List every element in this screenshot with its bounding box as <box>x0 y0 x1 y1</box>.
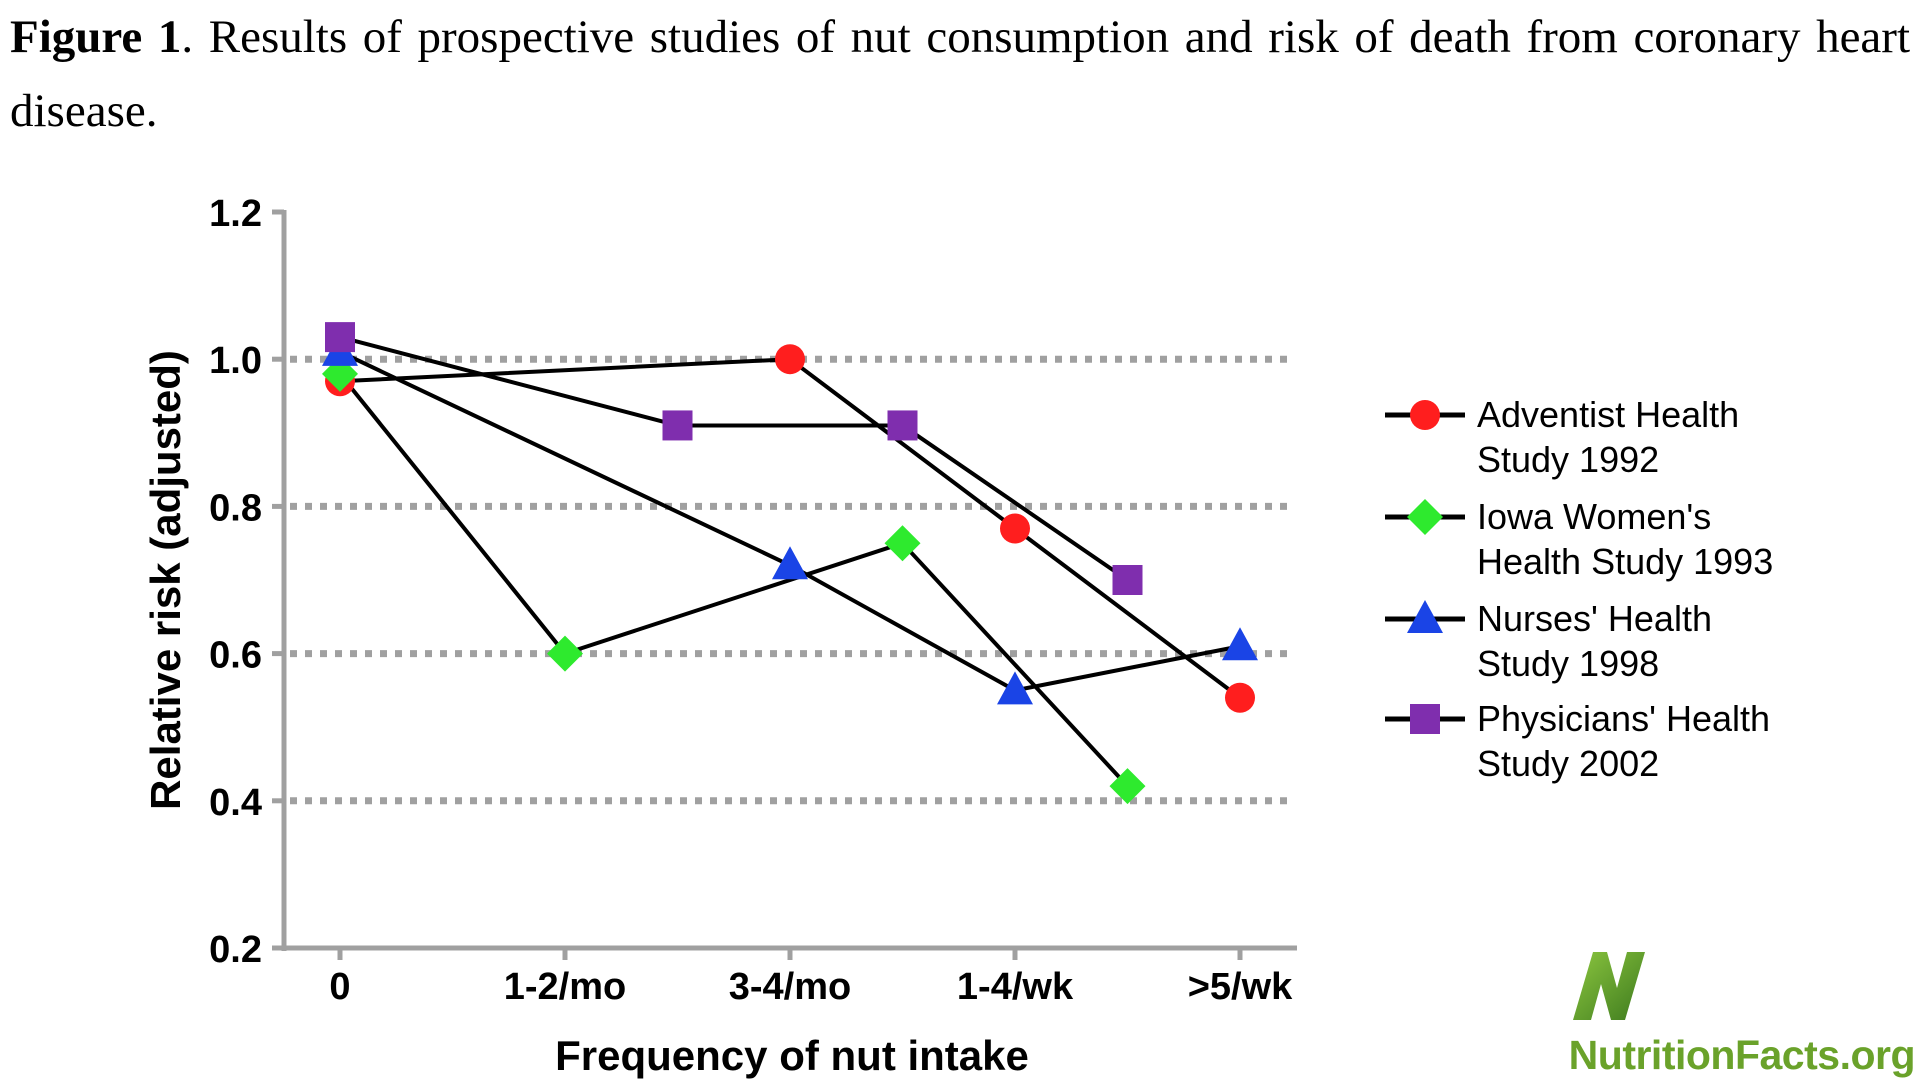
legend-marker-diamond <box>1407 499 1443 535</box>
legend-label: Iowa Women's <box>1477 496 1711 537</box>
legend-marker-square <box>1410 704 1440 734</box>
data-point-diamond <box>547 635 583 672</box>
data-point-triangle <box>997 671 1033 705</box>
legend-label: Physicians' Health <box>1477 698 1770 739</box>
x-tick-label: >5/wk <box>1188 966 1293 1008</box>
x-tick-label: 1-4/wk <box>957 966 1074 1008</box>
legend-label: Nurses' Health <box>1477 598 1712 639</box>
series-line <box>339 357 1242 700</box>
x-axis-title: Frequency of nut intake <box>555 1032 1029 1079</box>
x-tick-label: 1-2/mo <box>504 966 626 1008</box>
x-tick-label: 3-4/mo <box>729 966 851 1008</box>
axes: 0.2 0.4 0.6 0.8 1.0 1.2 0 1-2/mo 3-4/mo 1-4/wk >5/… <box>142 193 1297 1079</box>
data-point-triangle <box>772 546 808 580</box>
nutritionfacts-logo: NutritionFacts.org <box>1545 950 1916 1080</box>
figure-label: Figure 1 <box>10 11 182 63</box>
legend-label: Study 1992 <box>1477 439 1659 480</box>
series-line <box>339 335 1129 582</box>
y-tick-label: 1.2 <box>209 193 262 235</box>
y-tick-label: 0.2 <box>209 929 262 971</box>
y-tick-label: 1.0 <box>209 340 262 382</box>
data-series <box>322 322 1258 805</box>
series-line <box>338 372 1129 788</box>
data-point-diamond <box>884 525 921 562</box>
data-point-square <box>662 410 693 441</box>
series-line <box>339 350 1241 693</box>
legend-label: Adventist Health <box>1477 394 1739 435</box>
x-tick-label: 0 <box>329 966 350 1008</box>
logo-n-icon <box>1573 952 1645 1020</box>
legend-marker-triangle <box>1407 600 1443 633</box>
logo-text: NutritionFacts.org <box>1568 1032 1916 1078</box>
y-tick-label: 0.4 <box>209 782 262 824</box>
y-tick-label: 0.8 <box>209 487 262 529</box>
data-point-square <box>1112 565 1143 595</box>
figure-caption: Figure 1. Results of prospective studies… <box>10 0 1910 148</box>
legend-label: Study 2002 <box>1477 743 1659 784</box>
y-axis-title: Relative risk (adjusted) <box>142 350 189 810</box>
y-tick-label: 0.6 <box>209 635 262 677</box>
data-point-square <box>325 322 355 353</box>
data-point-square <box>887 410 918 441</box>
data-point-circle <box>1225 682 1255 713</box>
legend-label: Study 1998 <box>1477 643 1659 684</box>
figure-caption-text: . Results of prospective studies of nut … <box>10 11 1910 137</box>
legend-label: Health Study 1993 <box>1477 541 1773 582</box>
data-point-circle <box>1000 513 1030 544</box>
data-point-circle <box>775 344 805 375</box>
data-point-diamond <box>1109 768 1146 805</box>
legend-marker-circle <box>1410 400 1440 430</box>
gridlines <box>290 355 1295 805</box>
data-point-triangle <box>1222 627 1258 661</box>
